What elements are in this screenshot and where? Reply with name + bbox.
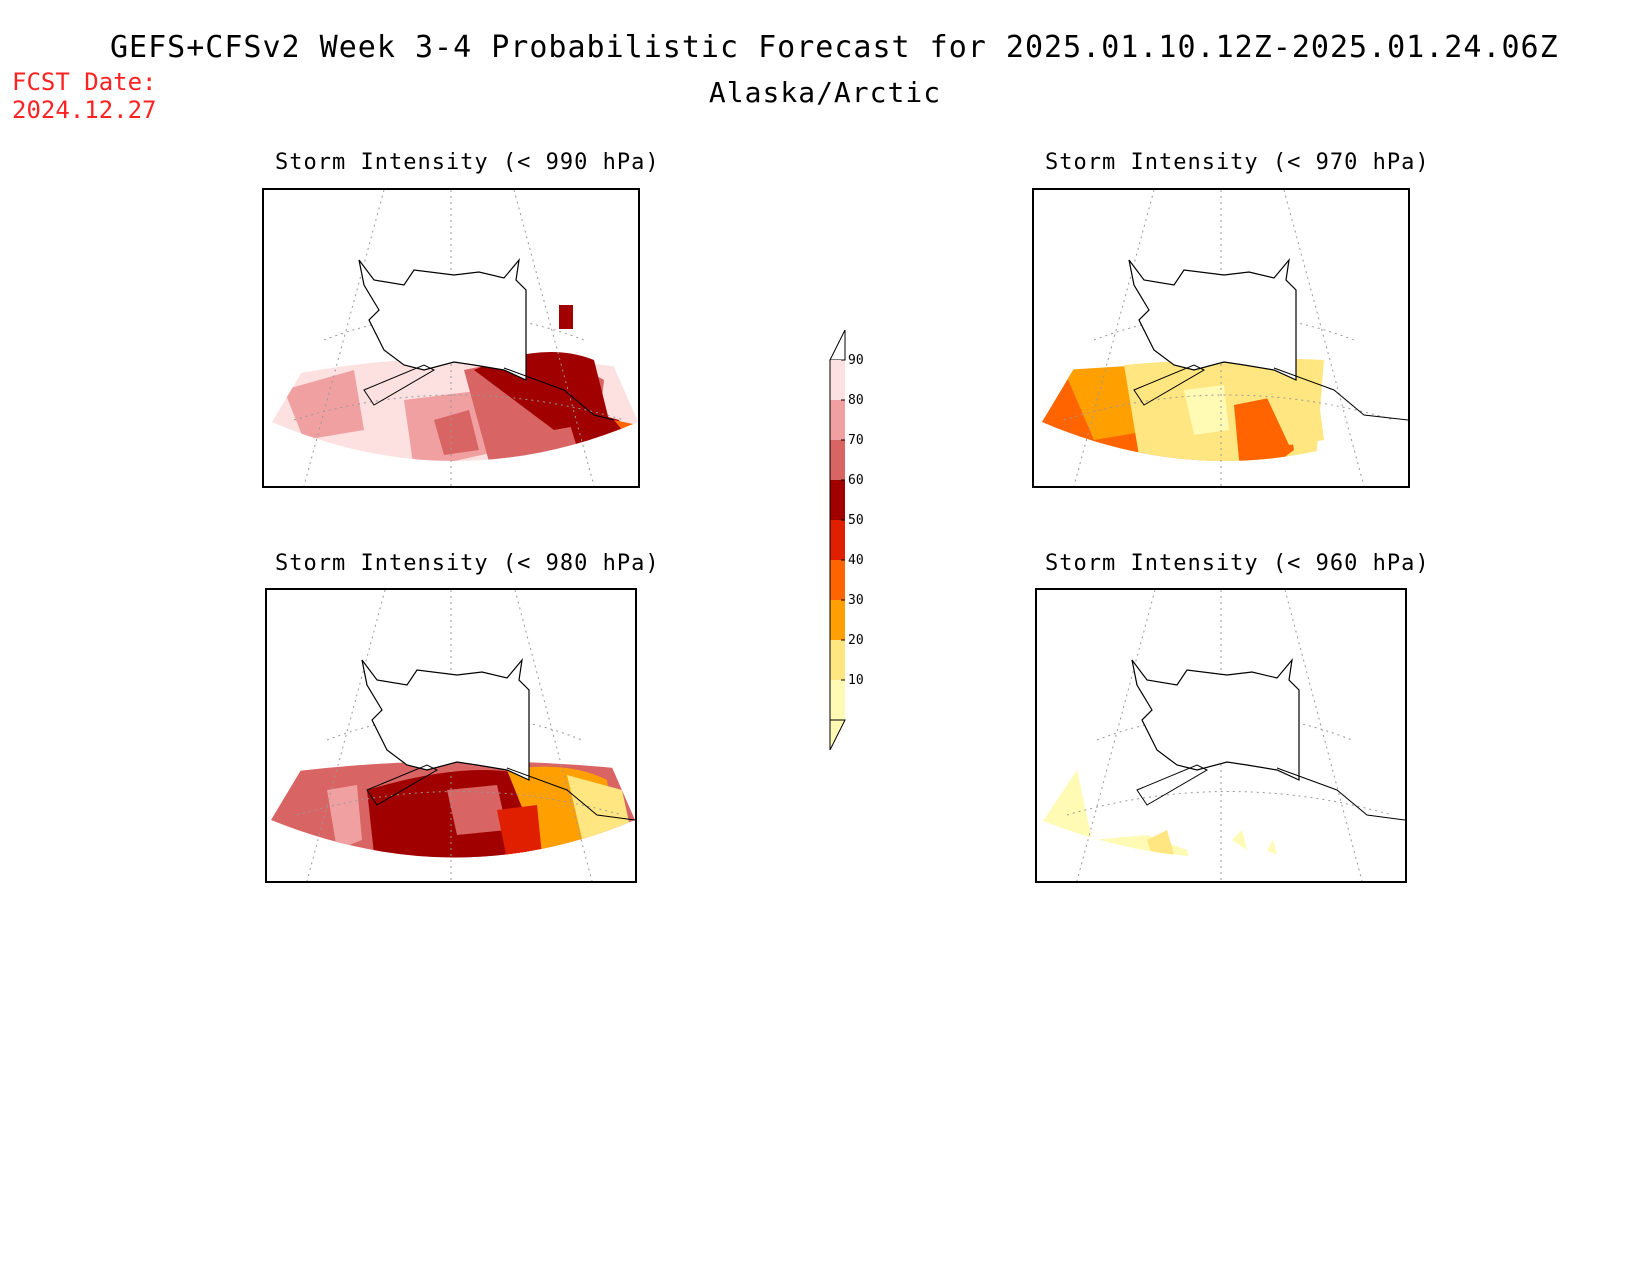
panel-title-960: Storm Intensity (< 960 hPa) (1045, 551, 1430, 576)
map-panel-970 (1032, 188, 1410, 488)
colorbar: 10 20 30 40 50 60 70 80 90 (800, 329, 880, 754)
colorbar-tick-label: 90 (848, 353, 864, 368)
colorbar-segment (830, 680, 845, 720)
region-subtitle: Alaska/Arctic (708, 76, 942, 109)
colorbar-segment (830, 640, 845, 680)
fcst-label: FCST Date: (12, 68, 157, 96)
panel-title-970: Storm Intensity (< 970 hPa) (1045, 150, 1430, 175)
colorbar-tick-label: 60 (848, 473, 864, 488)
map-panel-960 (1035, 588, 1407, 883)
colorbar-bottom-arrow (829, 719, 846, 751)
colorbar-segment (830, 600, 845, 640)
colorbar-segment (830, 520, 845, 560)
map-panel-990 (262, 188, 640, 488)
colorbar-tick-label: 20 (848, 633, 864, 648)
colorbar-tick-label: 40 (848, 553, 864, 568)
colorbar-segment (830, 400, 845, 440)
fcst-date: 2024.12.27 (12, 96, 157, 124)
panel-title-980: Storm Intensity (< 980 hPa) (275, 551, 660, 576)
colorbar-tick-label: 80 (848, 393, 864, 408)
colorbar-segment (830, 560, 845, 600)
colorbar-segment (830, 440, 845, 480)
colorbar-tick-label: 70 (848, 433, 864, 448)
colorbar-segment (830, 480, 845, 520)
chart-title: GEFS+CFSv2 Week 3-4 Probabilistic Foreca… (110, 30, 1559, 65)
forecast-date-label: FCST Date: 2024.12.27 (12, 68, 157, 124)
panel-title-990: Storm Intensity (< 990 hPa) (275, 150, 660, 175)
colorbar-segment (830, 360, 845, 400)
map-panel-980 (265, 588, 637, 883)
colorbar-top-arrow (829, 329, 846, 361)
colorbar-tick-label: 10 (848, 673, 864, 688)
colorbar-tick-label: 30 (848, 593, 864, 608)
colorbar-tick-label: 50 (848, 513, 864, 528)
